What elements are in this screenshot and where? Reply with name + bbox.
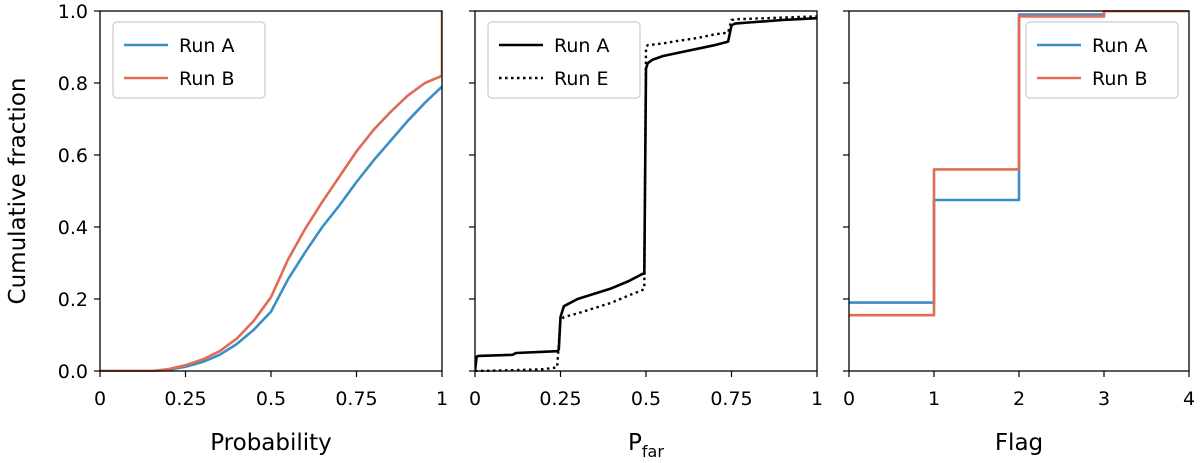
y-tick-label: 0.4 bbox=[58, 217, 88, 239]
legend-label: Run A bbox=[554, 35, 609, 57]
series-line-run-b bbox=[100, 11, 442, 372]
y-tick-label: 0.6 bbox=[58, 145, 88, 167]
y-tick-label: 0.0 bbox=[58, 361, 88, 383]
series-line-run-b bbox=[849, 10, 1189, 317]
legend-label: Run A bbox=[179, 35, 234, 57]
x-tick-label: 1 bbox=[811, 388, 823, 410]
x-axis-label: Probability bbox=[210, 430, 332, 456]
legend-box bbox=[487, 21, 641, 99]
y-tick-label: 1.0 bbox=[58, 1, 88, 23]
x-tick-label: 4 bbox=[1183, 388, 1195, 410]
x-tick-label: 3 bbox=[1098, 388, 1110, 410]
x-tick-label: 0 bbox=[469, 388, 481, 410]
series-line-run-a bbox=[475, 16, 817, 372]
x-tick-label: 1 bbox=[928, 388, 940, 410]
x-tick-label: 0.5 bbox=[256, 388, 286, 410]
x-axis-label-subscript: far bbox=[642, 442, 664, 461]
x-tick-label: 0.75 bbox=[335, 388, 377, 410]
x-tick-label: 1 bbox=[436, 388, 448, 410]
legend: Run A Run B bbox=[112, 21, 266, 99]
panel-middle: 0 0.25 0.5 0.75 1 Pfar Run A Run E bbox=[469, 10, 823, 461]
legend-label: Run E bbox=[554, 68, 608, 90]
legend-label: Run B bbox=[179, 68, 235, 90]
y-axis-label: Cumulative fraction bbox=[5, 78, 31, 305]
x-tick-label: 0.75 bbox=[710, 388, 752, 410]
panel-right: 0 1 2 3 4 Flag Run A Run B bbox=[843, 10, 1195, 456]
series-line-run-a bbox=[100, 85, 442, 372]
x-tick-label: 2 bbox=[1013, 388, 1025, 410]
x-tick-label: 0.5 bbox=[631, 388, 661, 410]
y-tick-label: 0.2 bbox=[58, 289, 88, 311]
x-tick-label: 0.25 bbox=[539, 388, 581, 410]
x-tick-label: 0.25 bbox=[164, 388, 206, 410]
panel-left: 0 0.25 0.5 0.75 1 0.0 0.2 0.4 0.6 0.8 1.0 Probabili… bbox=[5, 1, 448, 456]
y-tick-label: 0.8 bbox=[58, 73, 88, 95]
x-tick-label: 0 bbox=[843, 388, 855, 410]
x-axis-label: Pfar bbox=[628, 430, 664, 461]
x-axis-label: Flag bbox=[995, 430, 1043, 456]
legend-label: Run B bbox=[1092, 68, 1148, 90]
legend: Run A Run B bbox=[1025, 21, 1179, 99]
x-tick-label: 0 bbox=[94, 388, 106, 410]
legend: Run A Run E bbox=[487, 21, 641, 99]
legend-label: Run A bbox=[1092, 35, 1147, 57]
